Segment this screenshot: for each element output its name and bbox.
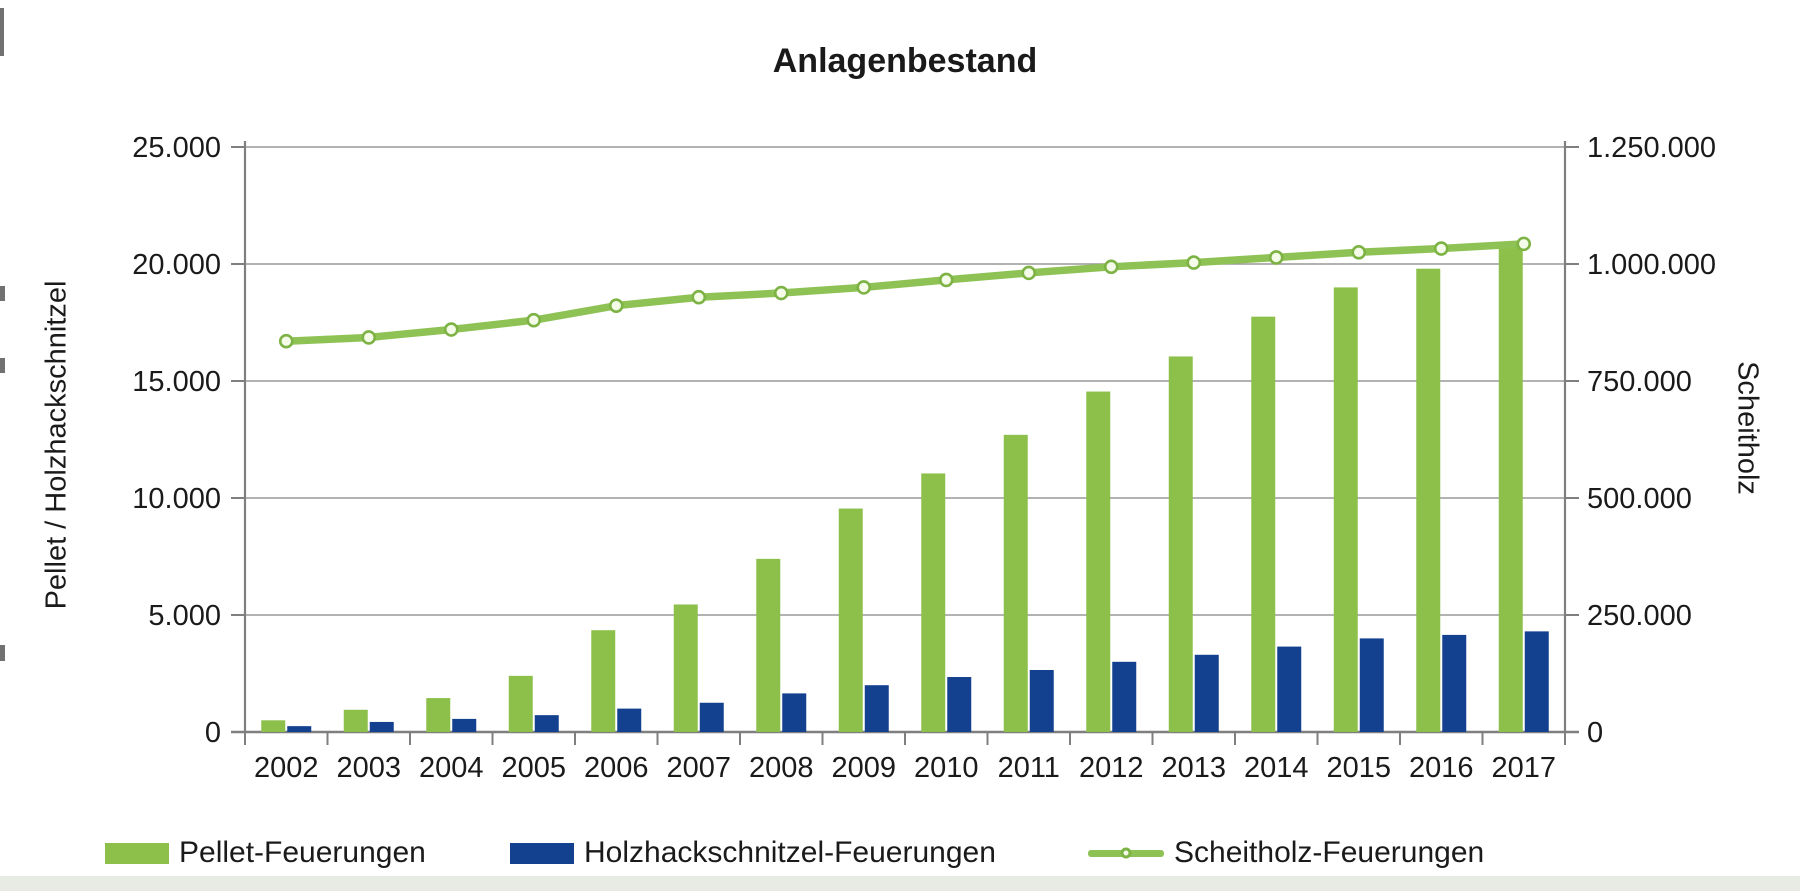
year-label: 2013 xyxy=(1161,752,1226,784)
cropped-text-artifact xyxy=(0,8,4,56)
year-label: 2017 xyxy=(1491,752,1556,784)
holzhackschnitzel-bar xyxy=(369,721,394,732)
holzhackschnitzel-bar xyxy=(534,715,559,732)
scheitholz-marker xyxy=(1186,255,1202,270)
year-label: 2012 xyxy=(1079,752,1144,784)
pellet-bar xyxy=(1251,316,1276,732)
scheitholz-marker xyxy=(278,333,294,349)
left-axis-tick-label: 5.000 xyxy=(148,600,221,632)
year-label: 2005 xyxy=(501,752,566,784)
pellet-bar xyxy=(1086,391,1111,732)
holzhackschnitzel-bar xyxy=(864,685,889,732)
pellet-legend-swatch xyxy=(105,842,169,864)
year-label: 2007 xyxy=(666,752,731,784)
scheitholz-marker xyxy=(856,280,872,295)
holzhackschnitzel-legend-swatch xyxy=(510,842,574,864)
scheitholz-marker xyxy=(443,322,459,337)
scheitholz-marker xyxy=(691,289,707,305)
year-label: 2016 xyxy=(1409,752,1474,784)
pellet-bar xyxy=(508,675,533,732)
pellet-bar xyxy=(838,508,863,732)
year-label: 2008 xyxy=(749,752,814,784)
right-axis-tick-label: 1.000.000 xyxy=(1587,249,1716,281)
scheitholz-marker xyxy=(1268,250,1284,265)
year-label: 2009 xyxy=(831,752,896,784)
page-bottom-strip xyxy=(0,876,1800,891)
pellet-bar xyxy=(591,630,616,732)
pellet-bar xyxy=(1416,268,1441,732)
left-axis-tick-label: 0 xyxy=(205,717,221,749)
right-axis-tick-label: 0 xyxy=(1587,717,1603,749)
left-axis-title: Pellet / Holzhackschnitzel xyxy=(40,280,73,610)
left-axis-tick-label: 15.000 xyxy=(132,366,221,398)
cropped-text-artifact xyxy=(0,645,5,661)
left-axis-tick-label: 10.000 xyxy=(132,483,221,515)
scheitholz-marker xyxy=(1103,259,1119,275)
holzhackschnitzel-bar xyxy=(617,708,642,732)
pellet-bar xyxy=(1333,287,1358,732)
right-axis-tick-label: 500.000 xyxy=(1587,483,1692,515)
scheitholz-marker xyxy=(608,298,624,313)
scheitholz-legend-line-swatch xyxy=(1088,847,1164,859)
holzhackschnitzel-legend-label: Holzhackschnitzel-Feuerungen xyxy=(584,836,996,869)
year-label: 2014 xyxy=(1244,752,1309,784)
left-axis-tick-label: 20.000 xyxy=(132,249,221,281)
holzhackschnitzel-bar xyxy=(452,718,477,732)
chart-title: Anlagenbestand xyxy=(772,42,1038,80)
scheitholz-line xyxy=(282,240,1528,345)
pellet-bar xyxy=(261,720,286,732)
holzhackschnitzel-bar xyxy=(782,693,807,732)
left-axis-tick-label: 25.000 xyxy=(132,132,221,164)
year-label: 2003 xyxy=(336,752,401,784)
scheitholz-marker xyxy=(1433,241,1449,256)
right-axis-title: Scheitholz xyxy=(1731,361,1764,495)
pellet-bar xyxy=(343,709,368,732)
legend-item-scheitholz: Scheitholz-Feuerungen xyxy=(1088,836,1484,870)
scheitholz-marker xyxy=(1351,245,1367,260)
right-axis-tick-label: 750.000 xyxy=(1587,366,1692,398)
pellet-bar xyxy=(1003,434,1028,732)
pellet-bar xyxy=(1168,356,1193,732)
right-axis-tick-label: 250.000 xyxy=(1587,600,1692,632)
scheitholz-marker xyxy=(938,272,954,288)
cropped-text-artifact xyxy=(0,358,5,373)
pellet-bar xyxy=(1498,244,1523,733)
holzhackschnitzel-bar xyxy=(699,702,724,732)
right-axis-tick-label: 1.250.000 xyxy=(1587,132,1716,164)
pellet-bar xyxy=(756,558,781,732)
holzhackschnitzel-bar xyxy=(287,726,312,732)
year-label: 2004 xyxy=(419,752,484,784)
holzhackschnitzel-bar xyxy=(947,677,972,732)
year-label: 2011 xyxy=(998,752,1060,784)
holzhackschnitzel-bar xyxy=(1524,631,1549,732)
year-label: 2006 xyxy=(584,752,649,784)
legend-item-holzhackschnitzel: Holzhackschnitzel-Feuerungen xyxy=(510,836,996,870)
holzhackschnitzel-bar xyxy=(1029,669,1054,732)
holzhackschnitzel-bar xyxy=(1442,634,1467,732)
holzhackschnitzel-bar xyxy=(1112,661,1137,732)
scheitholz-legend-marker-icon xyxy=(1120,847,1132,859)
pellet-bar xyxy=(673,604,698,732)
holzhackschnitzel-bar xyxy=(1194,654,1219,732)
cropped-text-artifact xyxy=(0,286,5,301)
scheitholz-legend-label: Scheitholz-Feuerungen xyxy=(1174,836,1485,869)
scheitholz-marker xyxy=(526,312,542,328)
pellet-bar xyxy=(921,473,946,732)
scheitholz-marker xyxy=(773,285,789,301)
year-label: 2010 xyxy=(914,752,979,784)
year-label: 2015 xyxy=(1326,752,1391,784)
legend-item-pellet: Pellet-Feuerungen xyxy=(105,836,426,870)
pellet-bar xyxy=(426,698,451,732)
holzhackschnitzel-bar xyxy=(1277,646,1302,732)
scheitholz-marker xyxy=(361,330,377,345)
year-label: 2002 xyxy=(254,752,319,784)
pellet-legend-label: Pellet-Feuerungen xyxy=(179,836,426,869)
scheitholz-marker xyxy=(1021,265,1037,281)
holzhackschnitzel-bar xyxy=(1359,638,1384,732)
scheitholz-marker xyxy=(1516,236,1532,252)
